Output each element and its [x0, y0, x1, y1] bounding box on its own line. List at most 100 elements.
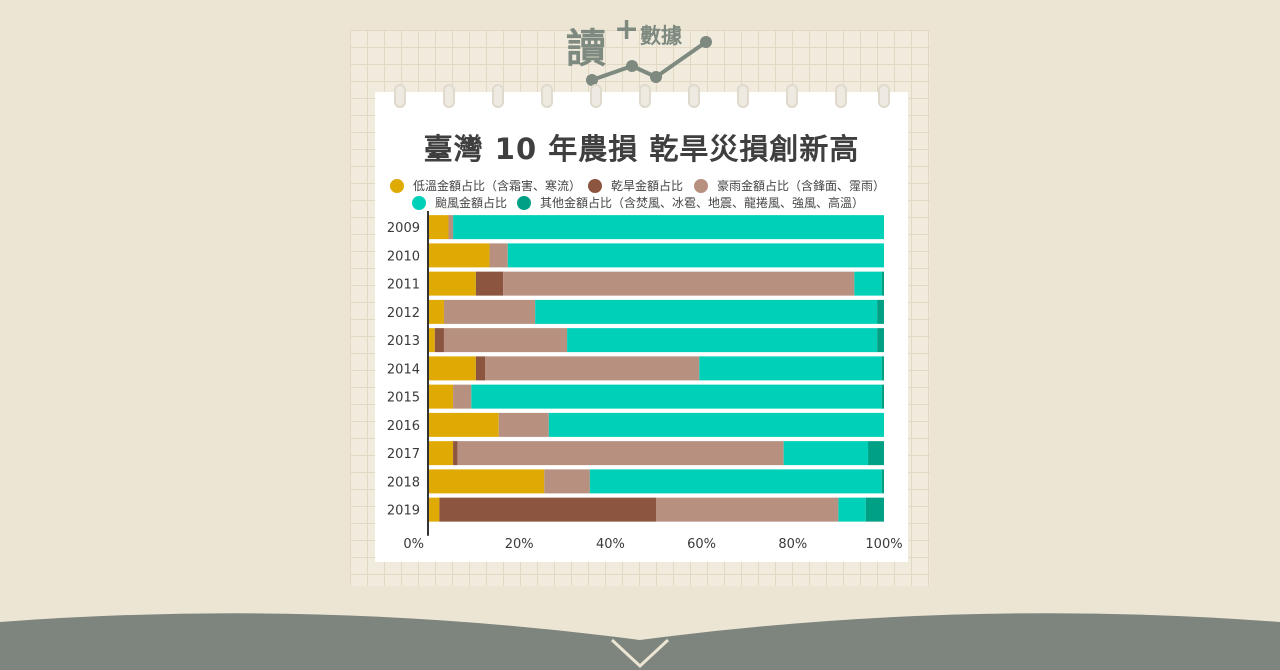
bar-segment-2011-s4 [881, 271, 884, 296]
logo-sub-text: 數據 [640, 24, 682, 48]
bar-segment-2013-s2 [443, 328, 568, 353]
bar-segment-2014-s1 [475, 356, 485, 381]
y-tick-label: 2018 [387, 475, 420, 490]
bar-segment-2017-s0 [428, 441, 454, 466]
chart-card: 臺灣 10 年農損 乾旱災損創新高 低溫金額占比（含霜害、寒流） 乾旱金額占比 … [375, 84, 908, 562]
y-tick-label: 2009 [387, 221, 420, 236]
bar-segment-2011-s0 [428, 271, 476, 296]
x-tick-label: 60% [687, 537, 716, 552]
legend-swatch [390, 178, 404, 193]
bar-segment-2010-s2 [489, 243, 508, 268]
bar-segment-2012-s3 [535, 299, 878, 324]
bar-segment-2011-s2 [503, 271, 855, 296]
bar-segment-2012-s0 [428, 299, 444, 324]
legend-label: 豪雨金額占比（含鋒面、霪雨） [717, 179, 886, 193]
bar-segment-2015-s4 [881, 384, 884, 409]
logo-trend-icon [586, 36, 712, 86]
legend-swatch [517, 195, 531, 210]
chart-title: 臺灣 10 年農損 乾旱災損創新高 [423, 132, 860, 166]
bar-segment-2018-s3 [589, 469, 882, 494]
y-tick-label: 2012 [387, 306, 420, 321]
binder-ring [639, 84, 651, 108]
x-tick-label: 100% [865, 537, 902, 552]
bar-segment-2016-s2 [498, 412, 549, 437]
y-tick-label: 2014 [387, 362, 420, 377]
bar-segment-2012-s2 [443, 299, 536, 324]
y-tick-label: 2017 [387, 447, 420, 462]
legend-label: 低溫金額占比（含霜害、寒流） [413, 179, 582, 193]
legend-label: 其他金額占比（含焚風、冰雹、地震、龍捲風、強風、高溫） [540, 196, 865, 210]
book-page-shape [0, 613, 1280, 670]
x-tick-label: 0% [403, 537, 424, 552]
bar-segment-2010-s0 [428, 243, 490, 268]
legend-swatch [694, 178, 708, 193]
bar-segment-2018-s2 [544, 469, 590, 494]
bar-segment-2009-s3 [453, 215, 884, 240]
x-tick-label: 40% [596, 537, 625, 552]
legend-swatch [412, 195, 426, 210]
binder-ring [878, 84, 890, 108]
bar-segment-2009-s0 [428, 215, 449, 240]
binder-ring [786, 84, 798, 108]
book-spine-mark [610, 638, 670, 669]
binder-ring [492, 84, 504, 108]
bar-segment-2019-s0 [428, 497, 440, 522]
y-tick-label: 2013 [387, 334, 420, 349]
bar-segment-2019-s2 [656, 497, 839, 522]
binder-ring [737, 84, 749, 108]
legend-item-heavy-rain: 豪雨金額占比（含鋒面、霪雨） [694, 177, 885, 194]
legend-item-drought: 乾旱金額占比 [588, 177, 683, 194]
bar-segment-2018-s0 [428, 469, 545, 494]
binder-ring [443, 84, 455, 108]
y-tick-label: 2010 [387, 249, 420, 264]
bar-segment-2013-s0 [428, 328, 435, 353]
bar-segment-2011-s3 [854, 271, 882, 296]
legend-label: 颱風金額占比 [435, 196, 508, 210]
legend-item-low-temp: 低溫金額占比（含霜害、寒流） [390, 177, 581, 194]
bar-segment-2019-s4 [865, 497, 884, 522]
y-tick-label: 2015 [387, 391, 420, 406]
bar-segment-2017-s3 [783, 441, 869, 466]
logo-main-char: 讀 [566, 26, 606, 72]
bar-segment-2017-s1 [453, 441, 458, 466]
bar-segment-2016-s3 [548, 412, 884, 437]
binder-ring [590, 84, 602, 108]
y-tick-label: 2019 [387, 504, 420, 519]
bar-segment-2019-s3 [838, 497, 866, 522]
stacked-bar-chart: 2009 2010 2011 2012 2013 2014 2015 2016 2017 2018… [387, 211, 903, 552]
x-tick-label: 80% [778, 537, 807, 552]
legend-swatch [588, 178, 602, 193]
bar-segment-2011-s1 [475, 271, 504, 296]
bar-segment-2013-s1 [434, 328, 444, 353]
bar-segment-2016-s0 [428, 412, 499, 437]
bar-segment-2010-s3 [507, 243, 884, 268]
bar-segment-2018-s4 [881, 469, 884, 494]
logo: 讀 + 數據 [560, 10, 720, 96]
legend-item-other: 其他金額占比（含焚風、冰雹、地震、龍捲風、強風、高溫） [517, 194, 864, 211]
bar-segment-2014-s0 [428, 356, 476, 381]
bar-segment-2015-s0 [428, 384, 454, 409]
logo-plus: + [614, 12, 640, 47]
bar-segment-2017-s4 [868, 441, 884, 466]
legend-item-typhoon: 颱風金額占比 [412, 194, 507, 211]
bar-segment-2014-s3 [699, 356, 882, 381]
binder-ring [835, 84, 847, 108]
bar-segment-2013-s3 [567, 328, 878, 353]
binder-ring [394, 84, 406, 108]
bar-segment-2012-s4 [877, 299, 884, 324]
bar-segment-2013-s4 [877, 328, 884, 353]
x-tick-label: 20% [505, 537, 534, 552]
binder-ring [688, 84, 700, 108]
bar-segment-2015-s3 [471, 384, 882, 409]
bar-segment-2014-s2 [485, 356, 700, 381]
y-tick-label: 2016 [387, 419, 420, 434]
bar-segment-2015-s2 [453, 384, 472, 409]
y-tick-label: 2011 [387, 278, 420, 293]
bar-segment-2019-s1 [439, 497, 656, 522]
legend-label: 乾旱金額占比 [611, 179, 684, 193]
binder-ring [541, 84, 553, 108]
bar-segment-2014-s4 [881, 356, 884, 381]
bar-segment-2009-s2 [448, 215, 454, 240]
bar-segment-2017-s2 [457, 441, 784, 466]
